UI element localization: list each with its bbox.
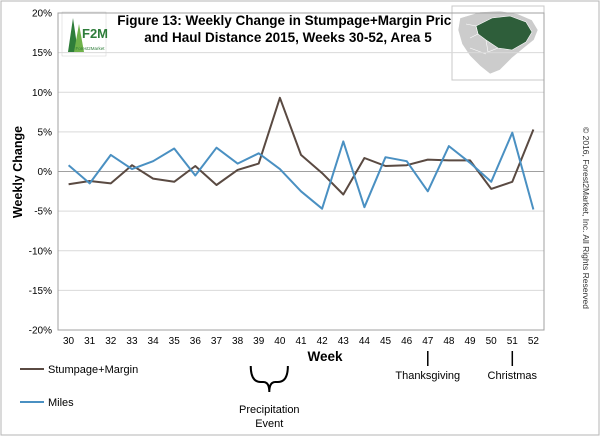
x-tick-label: 30	[63, 336, 75, 347]
x-tick-label: 51	[507, 336, 519, 347]
y-tick-label: -15%	[29, 286, 52, 297]
y-tick-label: -5%	[34, 207, 52, 218]
annotation-christmas: Christmas	[488, 370, 538, 382]
annotation-precipitation-event: Event	[255, 418, 283, 430]
x-tick-label: 35	[169, 336, 181, 347]
annotation-thanksgiving: Thanksgiving	[395, 370, 460, 382]
area-map-inset	[452, 6, 544, 80]
x-axis-title: Week	[307, 349, 343, 364]
legend-label-stumpage: Stumpage+Margin	[48, 364, 138, 376]
y-tick-label: 10%	[32, 88, 52, 99]
y-tick-label: 5%	[38, 127, 53, 138]
x-tick-label: 42	[317, 336, 329, 347]
x-tick-labels: 30 31 32 33 34 35 36 37 38 39 40 41 42 43 44 45 46 47 48 49…	[63, 336, 539, 347]
x-tick-label: 36	[190, 336, 202, 347]
x-tick-label: 38	[232, 336, 244, 347]
legend-label-miles: Miles	[48, 397, 74, 409]
y-tick-label: -20%	[29, 326, 52, 337]
x-tick-label: 50	[486, 336, 498, 347]
x-tick-label: 41	[295, 336, 307, 347]
x-tick-label: 32	[105, 336, 117, 347]
x-tick-label: 45	[380, 336, 392, 347]
y-axis-title: Weekly Change	[11, 126, 25, 218]
x-tick-label: 49	[464, 336, 476, 347]
x-tick-label: 47	[422, 336, 434, 347]
x-tick-label: 33	[126, 336, 138, 347]
x-tick-label: 40	[274, 336, 286, 347]
y-tick-label: 20%	[32, 9, 52, 20]
forest2market-logo: F2M Forest2Market	[62, 12, 108, 56]
y-tick-label: 15%	[32, 48, 52, 59]
x-tick-label: 34	[148, 336, 160, 347]
x-tick-label: 39	[253, 336, 265, 347]
y-tick-label: 0%	[38, 167, 53, 178]
chart-title-line2: and Haul Distance 2015, Weeks 30-52, Are…	[144, 30, 432, 45]
logo-subtext: Forest2Market	[75, 46, 105, 51]
x-tick-label: 37	[211, 336, 223, 347]
x-tick-label: 46	[401, 336, 413, 347]
x-tick-label: 48	[443, 336, 455, 347]
annotation-precipitation: Precipitation	[239, 404, 300, 416]
x-tick-label: 31	[84, 336, 96, 347]
logo-text: F2M	[82, 26, 108, 41]
x-tick-label: 52	[528, 336, 540, 347]
x-tick-label: 44	[359, 336, 371, 347]
copyright-notice: © 2016, Forest2Market, Inc. All Rights R…	[581, 127, 591, 309]
chart-title-line1: Figure 13: Weekly Change in Stumpage+Mar…	[117, 13, 459, 28]
x-tick-label: 43	[338, 336, 350, 347]
y-tick-label: -10%	[29, 246, 52, 257]
